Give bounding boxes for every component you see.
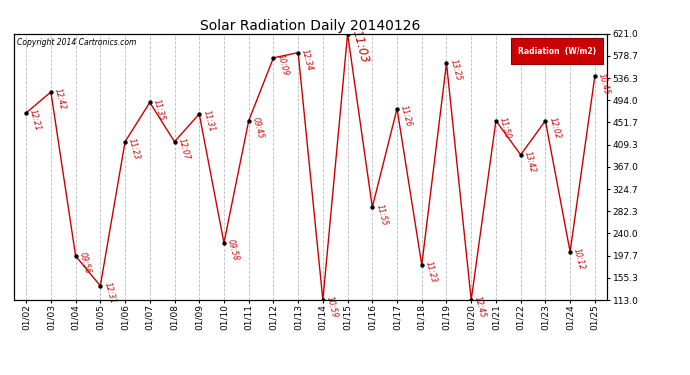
Point [268, 55, 279, 61]
Text: 11:55: 11:55 [374, 203, 388, 226]
Point [219, 240, 230, 246]
Text: 11:35: 11:35 [152, 98, 166, 122]
Point [21, 110, 32, 116]
Point [293, 50, 304, 55]
Point [540, 118, 551, 124]
Text: Copyright 2014 Cartronics.com: Copyright 2014 Cartronics.com [17, 38, 136, 47]
Bar [511, 38, 603, 64]
Point [515, 152, 526, 158]
Text: 09:56: 09:56 [77, 252, 92, 275]
Point [391, 106, 402, 112]
Text: 10:59: 10:59 [325, 296, 339, 319]
Point [491, 118, 502, 124]
Text: 10:45: 10:45 [597, 72, 611, 96]
Text: 10:12: 10:12 [572, 248, 586, 271]
Title: Solar Radiation Daily 20140126: Solar Radiation Daily 20140126 [200, 19, 421, 33]
Text: 13:42: 13:42 [522, 150, 537, 174]
Text: 09:45: 09:45 [250, 116, 265, 140]
Point [342, 31, 353, 37]
Text: 11:31: 11:31 [201, 110, 216, 133]
Text: 11:23: 11:23 [127, 137, 141, 161]
Point [119, 139, 130, 145]
Text: Radiation  (W/m2): Radiation (W/m2) [518, 46, 596, 56]
Text: 09:58: 09:58 [226, 238, 240, 262]
Point [317, 297, 328, 303]
Text: 11:26: 11:26 [399, 104, 413, 128]
Text: 12:02: 12:02 [547, 116, 562, 140]
Text: 12:34: 12:34 [300, 48, 315, 72]
Text: 11:23: 11:23 [424, 261, 438, 284]
Point [466, 297, 477, 303]
Text: 10:09: 10:09 [275, 53, 290, 77]
Text: 12:45: 12:45 [473, 296, 488, 319]
Point [169, 139, 180, 145]
Point [95, 283, 106, 289]
Text: 11:50: 11:50 [498, 116, 513, 140]
Text: 13:25: 13:25 [448, 58, 463, 82]
Text: 12:31: 12:31 [102, 281, 117, 305]
Text: 12:07: 12:07 [177, 137, 191, 161]
Text: 12:42: 12:42 [53, 87, 68, 111]
Point [144, 99, 155, 105]
Point [441, 60, 452, 66]
Point [367, 204, 378, 210]
Point [243, 118, 254, 124]
Point [416, 262, 427, 268]
Point [564, 249, 575, 255]
Point [194, 111, 205, 117]
Text: 12:21: 12:21 [28, 108, 43, 132]
Point [589, 73, 600, 79]
Text: 11:03: 11:03 [350, 28, 371, 64]
Point [46, 89, 57, 95]
Point [70, 253, 81, 259]
